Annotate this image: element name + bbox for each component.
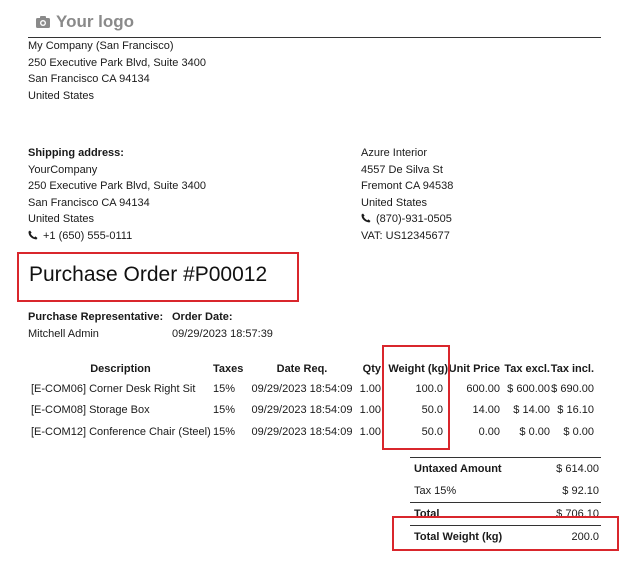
shipping-line: 250 Executive Park Blvd, Suite 3400 xyxy=(28,180,206,192)
cell-unit-price: 14.00 xyxy=(472,404,500,417)
total-weight-label: Total Weight (kg) xyxy=(410,525,536,548)
totals-row: Total $ 706.10 xyxy=(410,502,601,526)
cell-tax-incl: $ 16.10 xyxy=(557,404,594,417)
vendor-line: Fremont CA 94538 xyxy=(361,180,454,192)
tax-value: $ 92.10 xyxy=(562,485,599,497)
cell-tax-excl: $ 600.00 xyxy=(507,382,550,395)
col-qty: Qty xyxy=(362,363,381,375)
table-row: [E-COM06] Corner Desk Right Sit 15% 09/2… xyxy=(28,378,594,400)
order-date-label: Order Date: xyxy=(172,311,233,323)
company-address-line: United States xyxy=(28,89,95,102)
cell-date-req: 09/29/2023 18:54:09 xyxy=(251,382,353,395)
vendor-line: United States xyxy=(361,196,428,209)
shipping-line: San Francisco CA 94134 xyxy=(28,196,150,209)
order-date: Order Date: 09/29/2023 18:57:39 xyxy=(172,309,273,342)
order-lines-table: Description Taxes Date Req. Qty Weight (… xyxy=(28,360,594,443)
shipping-address: Shipping address: YourCompany 250 Execut… xyxy=(28,145,206,244)
cell-description: [E-COM12] Conference Chair (Steel) xyxy=(31,425,211,438)
cell-taxes: 15% xyxy=(213,404,236,417)
vendor-phone-text: (870)-931-0505 xyxy=(376,213,452,225)
total-weight-highlight-box xyxy=(392,516,619,551)
logo-text: Your logo xyxy=(56,12,135,31)
vendor-line: 4557 De Silva St xyxy=(361,163,443,176)
cell-tax-excl: $ 0.00 xyxy=(519,425,550,438)
total-weight-value: 200.0 xyxy=(535,525,601,548)
shipping-heading: Shipping address: xyxy=(28,147,124,159)
table-row: [E-COM08] Storage Box 15% 09/29/2023 18:… xyxy=(28,400,594,422)
col-tax-incl: Tax incl. xyxy=(550,363,594,375)
totals-row: Tax 15% $ 92.10 xyxy=(410,480,601,503)
shipping-line: YourCompany xyxy=(28,163,98,176)
cell-weight: 100.0 xyxy=(415,382,443,395)
company-address-line: 250 Executive Park Blvd, Suite 3400 xyxy=(28,56,206,69)
vendor-line: Azure Interior xyxy=(361,147,428,159)
cell-qty: 1.00 xyxy=(359,425,381,438)
col-unit-price: Unit Price xyxy=(448,363,500,375)
shipping-line: United States xyxy=(28,213,95,225)
rep-value: Mitchell Admin xyxy=(28,327,99,340)
purchase-rep: Purchase Representative: Mitchell Admin xyxy=(28,309,163,342)
cell-weight: 50.0 xyxy=(421,404,443,417)
cell-date-req: 09/29/2023 18:54:09 xyxy=(251,404,353,417)
page-title: Purchase Order #P00012 xyxy=(29,263,268,286)
company-address-line: San Francisco CA 94134 xyxy=(28,73,150,85)
untaxed-value: $ 614.00 xyxy=(535,457,601,480)
cell-date-req: 09/29/2023 18:54:09 xyxy=(251,425,353,438)
col-tax-excl: Tax excl. xyxy=(504,363,550,375)
company-address-line: My Company (San Francisco) xyxy=(28,40,174,52)
title-highlight-box xyxy=(17,252,299,302)
order-date-value: 09/29/2023 18:57:39 xyxy=(172,327,273,340)
col-date-req: Date Req. xyxy=(276,363,328,375)
shipping-phone: +1 (650) 555-0111 xyxy=(28,228,206,245)
col-description: Description xyxy=(90,363,151,375)
cell-description: [E-COM08] Storage Box xyxy=(31,404,150,417)
vendor-address: Azure Interior 4557 De Silva St Fremont … xyxy=(361,145,453,244)
cell-tax-incl: $ 690.00 xyxy=(551,382,594,395)
company-logo: Your logo xyxy=(36,11,134,33)
cell-qty: 1.00 xyxy=(359,404,381,417)
cell-qty: 1.00 xyxy=(359,382,381,395)
cell-description: [E-COM06] Corner Desk Right Sit xyxy=(31,382,196,395)
table-row: [E-COM12] Conference Chair (Steel) 15% 0… xyxy=(28,421,594,443)
totals-row: Untaxed Amount $ 614.00 xyxy=(410,457,601,480)
col-taxes: Taxes xyxy=(213,363,244,375)
shipping-phone-text: +1 (650) 555-0111 xyxy=(43,229,133,242)
camera-icon xyxy=(36,16,50,28)
rep-label: Purchase Representative: xyxy=(28,311,164,323)
untaxed-label: Untaxed Amount xyxy=(410,457,536,480)
col-weight: Weight (kg) xyxy=(388,363,448,375)
header-divider xyxy=(28,37,601,38)
cell-weight: 50.0 xyxy=(421,425,443,438)
cell-taxes: 15% xyxy=(213,382,236,395)
vendor-vat: VAT: US12345677 xyxy=(361,229,450,242)
table-header-row: Description Taxes Date Req. Qty Weight (… xyxy=(28,360,594,378)
phone-icon xyxy=(361,213,371,223)
company-address: My Company (San Francisco) 250 Executive… xyxy=(28,38,206,104)
cell-unit-price: 0.00 xyxy=(478,425,500,438)
cell-taxes: 15% xyxy=(213,425,236,438)
cell-unit-price: 600.00 xyxy=(466,382,500,395)
vendor-phone: (870)-931-0505 xyxy=(361,211,453,228)
cell-tax-incl: $ 0.00 xyxy=(563,425,594,438)
phone-icon xyxy=(28,230,38,239)
cell-tax-excl: $ 14.00 xyxy=(513,404,550,417)
totals-table: Untaxed Amount $ 614.00 Tax 15% $ 92.10 … xyxy=(410,457,601,548)
totals-row: Total Weight (kg) 200.0 xyxy=(410,525,601,548)
weight-column-highlight-box xyxy=(382,345,450,450)
tax-label: Tax 15% xyxy=(414,485,457,497)
